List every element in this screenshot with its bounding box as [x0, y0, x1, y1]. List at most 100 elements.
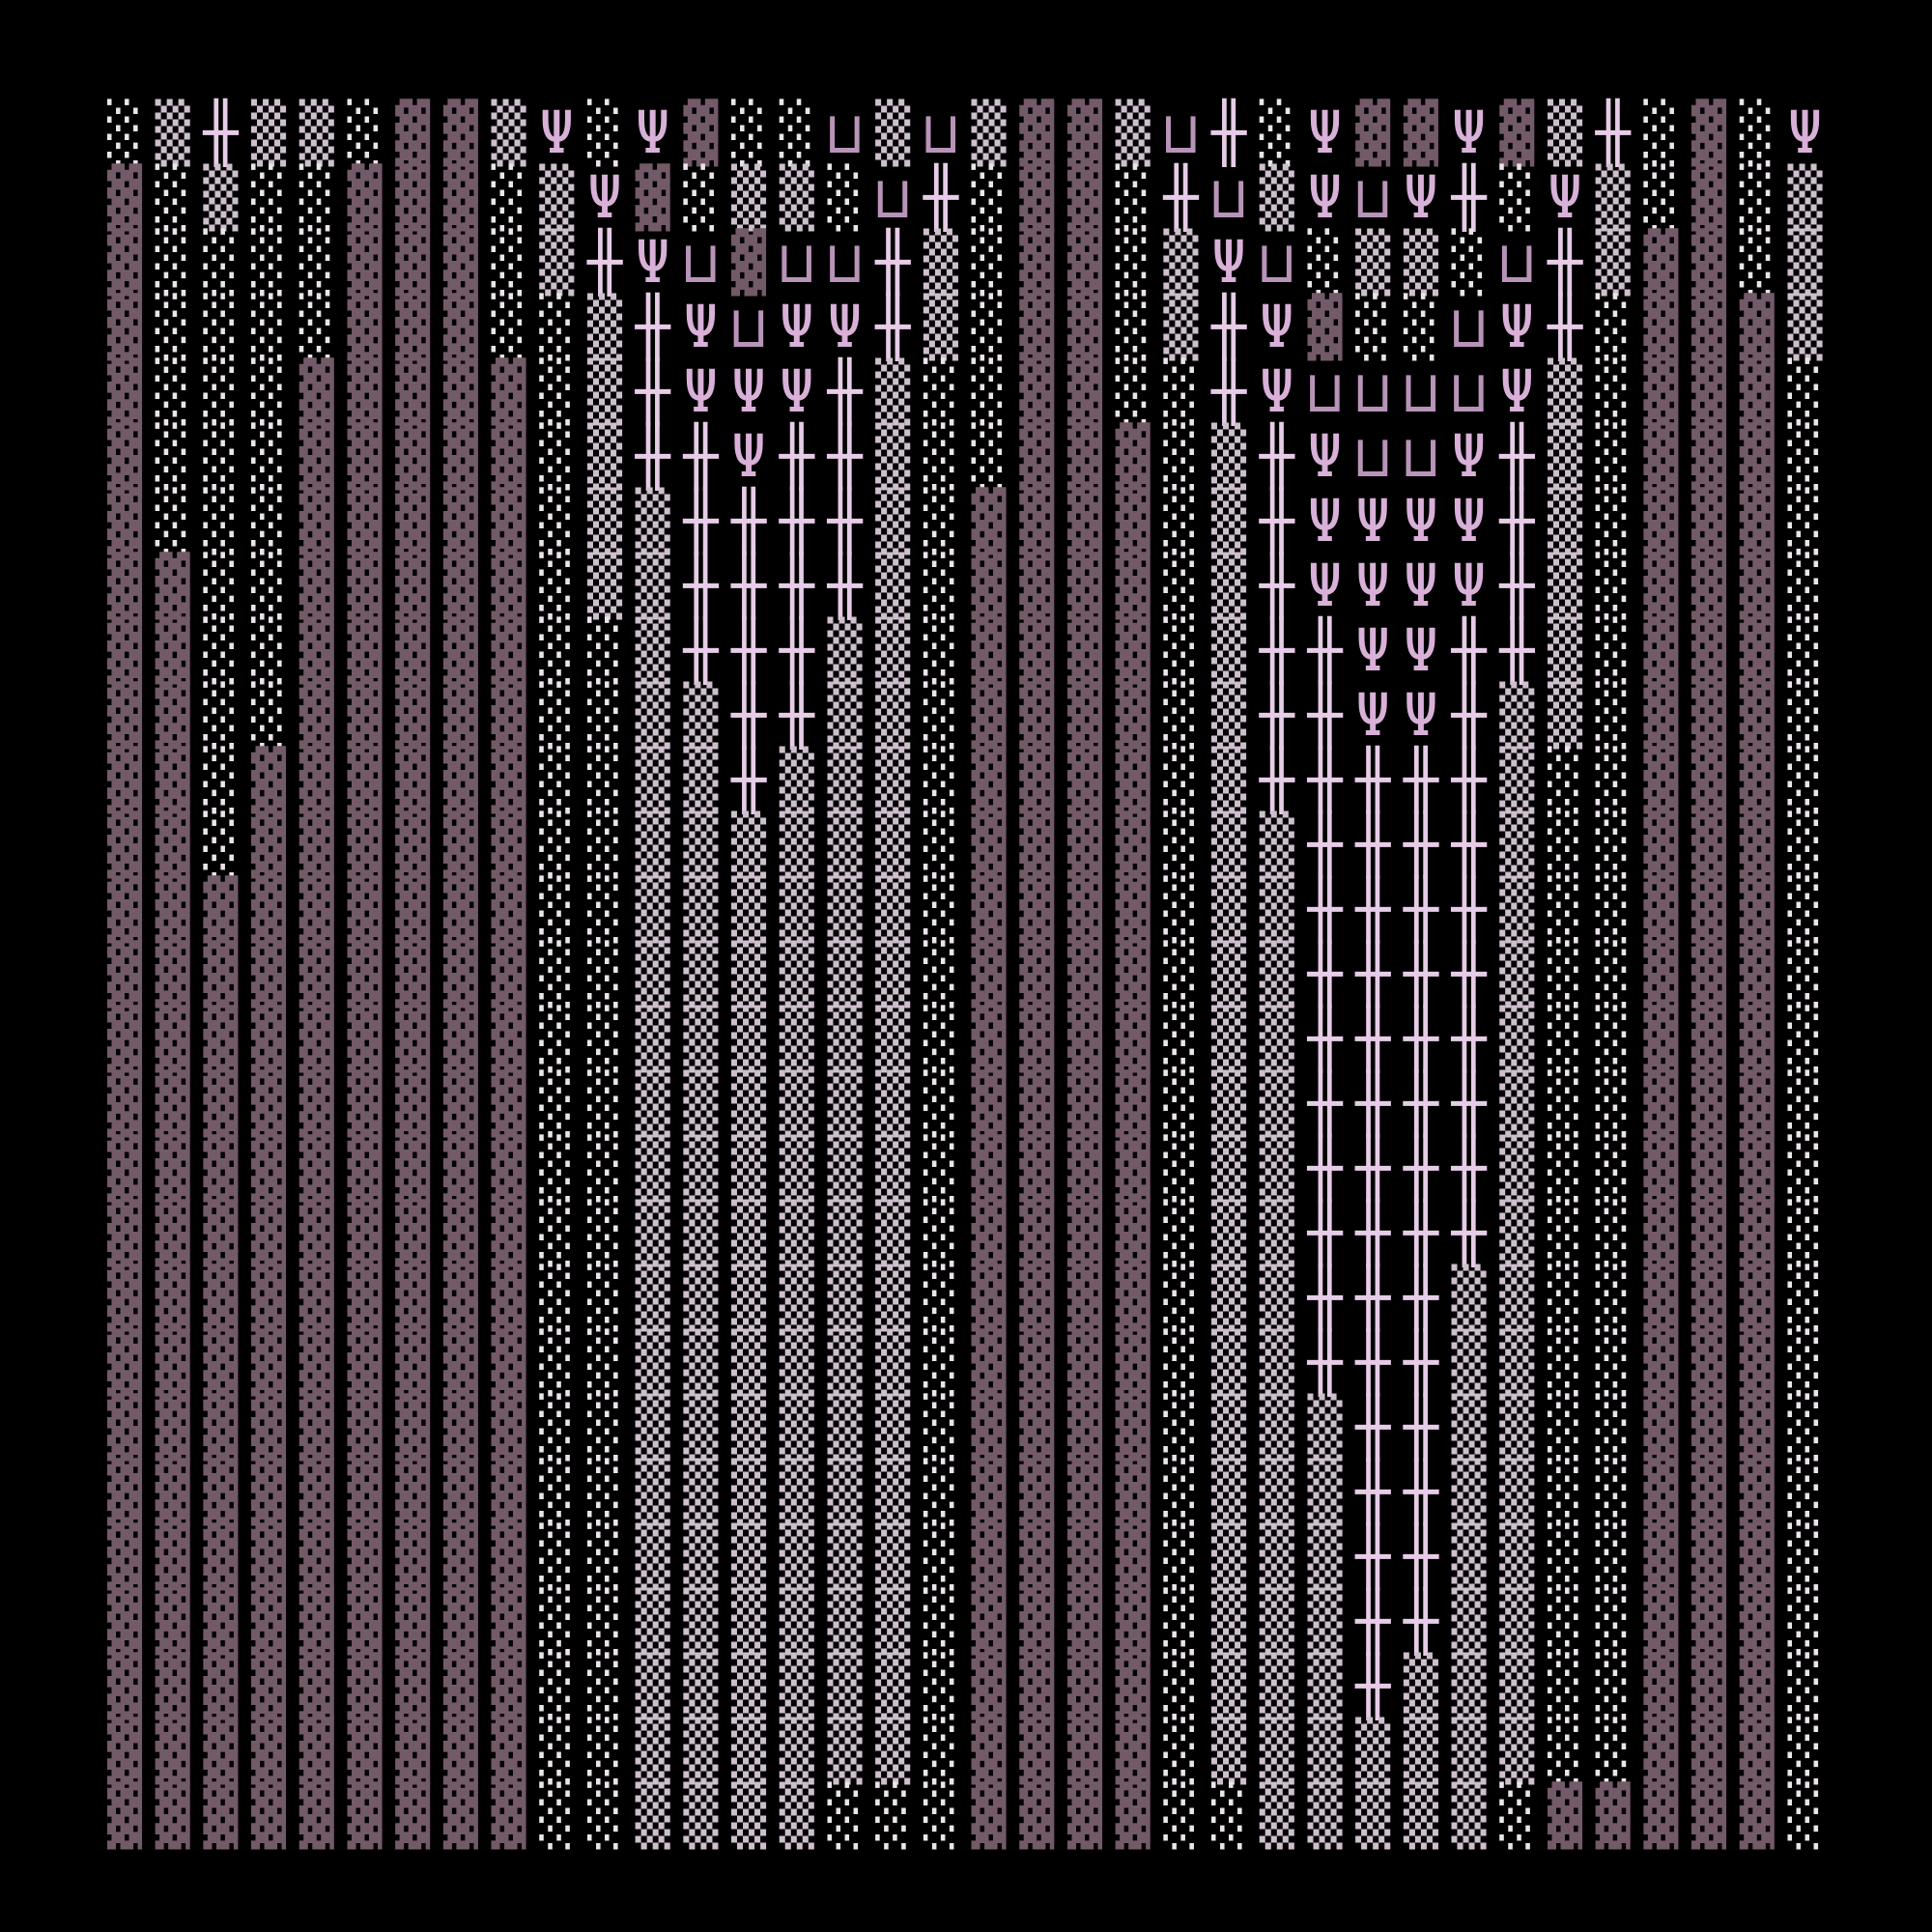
- glyph: ▒: [587, 487, 623, 555]
- glyph: ▓: [156, 810, 191, 879]
- glyph: ▓: [156, 681, 191, 750]
- glyph: ╫: [826, 356, 863, 426]
- glyph: ░: [1787, 1522, 1822, 1591]
- glyph: ░: [1787, 1587, 1822, 1656]
- glyph: ▒: [780, 1458, 815, 1526]
- glyph: ░: [587, 1522, 622, 1591]
- glyph: ╫: [1354, 1068, 1391, 1138]
- glyph: ▓: [1067, 293, 1103, 361]
- glyph: ▒: [731, 1199, 767, 1267]
- glyph: ▒: [683, 810, 719, 879]
- glyph: ▓: [1019, 228, 1055, 297]
- glyph: ╫: [730, 551, 767, 620]
- glyph: ╫: [1306, 810, 1343, 879]
- glyph: ▓: [107, 357, 143, 426]
- glyph: ▓: [107, 1328, 143, 1397]
- glyph: ░: [827, 1781, 862, 1850]
- glyph: ⊔: [1404, 358, 1438, 426]
- glyph: ▓: [1067, 1005, 1103, 1073]
- glyph: ╫: [1403, 1263, 1439, 1332]
- glyph: ▓: [1019, 422, 1055, 491]
- glyph: ▓: [395, 357, 431, 426]
- glyph: ▓: [492, 1264, 527, 1332]
- glyph: ▒: [636, 810, 671, 879]
- glyph: ░: [539, 681, 574, 750]
- glyph: ▓: [972, 1328, 1008, 1397]
- glyph: ░: [251, 357, 286, 426]
- glyph: ╫: [1595, 98, 1632, 167]
- glyph: ░: [1116, 357, 1151, 426]
- glyph: ▓: [299, 875, 335, 944]
- glyph: ░: [587, 940, 622, 1009]
- glyph: ▓: [1691, 1264, 1727, 1332]
- glyph: ▓: [395, 1522, 431, 1591]
- glyph: ▓: [251, 1781, 287, 1850]
- glyph: ▓: [395, 875, 431, 944]
- glyph: ░: [1163, 1069, 1198, 1138]
- glyph: ▒: [1307, 1587, 1343, 1656]
- glyph: ▓: [492, 1522, 527, 1591]
- glyph: ░: [203, 681, 238, 750]
- glyph: ▒: [827, 1522, 863, 1591]
- glyph: ╫: [1403, 1392, 1439, 1462]
- glyph: ▒: [923, 228, 959, 297]
- glyph: ▓: [1019, 487, 1055, 555]
- glyph: ▓: [1116, 810, 1151, 879]
- glyph: ▒: [636, 1134, 671, 1203]
- glyph: ▒: [251, 99, 287, 167]
- glyph: ▓: [395, 1264, 431, 1332]
- glyph: Ψ: [1404, 488, 1438, 555]
- glyph: ▒: [1596, 228, 1632, 297]
- glyph: ▓: [1643, 228, 1679, 297]
- glyph: ⊔: [1307, 358, 1342, 426]
- glyph: ╫: [923, 162, 959, 232]
- glyph: ░: [251, 487, 286, 555]
- glyph: ▓: [1740, 810, 1776, 879]
- glyph: ╫: [682, 486, 719, 555]
- glyph: ▒: [827, 1069, 863, 1138]
- glyph: ▓: [1643, 1652, 1679, 1720]
- glyph: ▓: [1116, 1717, 1151, 1785]
- glyph: ░: [203, 487, 238, 555]
- glyph: ▒: [731, 940, 767, 1009]
- glyph: ╫: [1259, 551, 1295, 620]
- glyph: ▓: [1067, 1781, 1103, 1850]
- glyph: ╫: [779, 486, 815, 555]
- glyph: ░: [1596, 293, 1631, 361]
- glyph: ▒: [683, 1652, 719, 1720]
- glyph: ╫: [682, 615, 719, 685]
- glyph: ░: [923, 1781, 958, 1850]
- glyph: ╫: [1306, 680, 1343, 750]
- glyph: ▒: [1499, 1328, 1535, 1397]
- glyph: ░: [923, 1717, 958, 1785]
- glyph: ╫: [1354, 1521, 1391, 1591]
- glyph: ▓: [299, 552, 335, 620]
- glyph: ▓: [1499, 99, 1535, 167]
- glyph: ╫: [1403, 1327, 1439, 1397]
- glyph: ▓: [1643, 1717, 1679, 1785]
- glyph: ▓: [492, 1717, 527, 1785]
- glyph: ▓: [203, 1134, 239, 1203]
- glyph: ▒: [1404, 1717, 1439, 1785]
- glyph: ░: [587, 1458, 622, 1526]
- glyph: ░: [539, 1005, 574, 1073]
- glyph: ╫: [1451, 680, 1488, 750]
- glyph: ▓: [203, 1393, 239, 1462]
- glyph: ░: [1740, 163, 1775, 232]
- glyph: ▒: [1452, 1717, 1488, 1785]
- glyph: ▒: [1260, 810, 1295, 879]
- glyph: ░: [1163, 1199, 1198, 1267]
- glyph: ▒: [1787, 228, 1823, 297]
- glyph: ▒: [1307, 1652, 1343, 1720]
- glyph: ░: [251, 552, 286, 620]
- glyph: ░: [1163, 875, 1198, 944]
- glyph: ▒: [1548, 422, 1583, 491]
- glyph: ▓: [443, 1069, 479, 1138]
- glyph: ▓: [492, 681, 527, 750]
- glyph: ▓: [1067, 487, 1103, 555]
- glyph: ▓: [443, 293, 479, 361]
- glyph: ╫: [1306, 1198, 1343, 1267]
- glyph: ░: [1548, 875, 1582, 944]
- glyph: ▓: [107, 1069, 143, 1138]
- glyph: ▓: [347, 552, 383, 620]
